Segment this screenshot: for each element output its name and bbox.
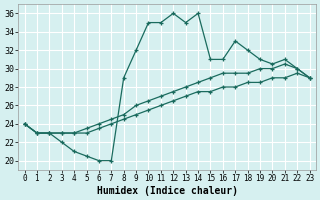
X-axis label: Humidex (Indice chaleur): Humidex (Indice chaleur) xyxy=(97,186,237,196)
